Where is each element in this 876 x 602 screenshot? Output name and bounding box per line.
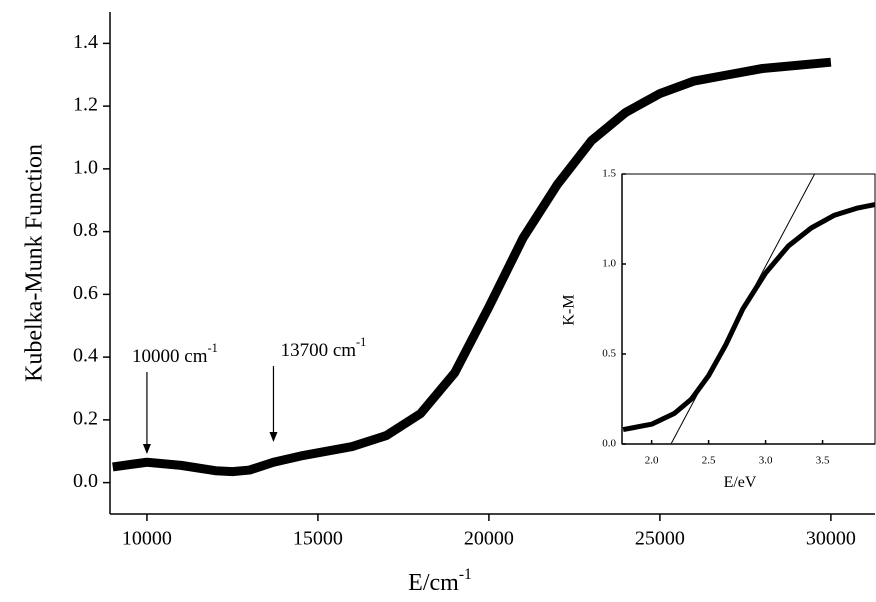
x-tick-label: 3.5	[816, 455, 830, 467]
x-tick-label: 30000	[806, 528, 856, 550]
inset-frame	[621, 173, 876, 445]
y-tick-label: 0.8	[73, 219, 98, 241]
y-tick-label: 1.4	[73, 31, 98, 53]
y-tick-label: 1.0	[602, 258, 616, 270]
x-axis-title: E/cm-1	[408, 566, 472, 596]
x-axis-title-base: E/eV	[724, 474, 757, 491]
y-tick-label: 0.4	[73, 345, 98, 367]
annotation-base: 13700 cm	[281, 340, 357, 361]
y-tick-label: 0.2	[73, 407, 98, 429]
annotation-sup: -1	[208, 341, 218, 355]
x-tick-label: 25000	[635, 528, 685, 550]
y-tick-label: 1.0	[73, 156, 98, 178]
annotation-sup: -1	[356, 335, 366, 349]
annotation: 10000 cm-1	[132, 341, 218, 368]
annotation-arrowhead	[269, 432, 278, 442]
annotation: 13700 cm-1	[281, 335, 367, 362]
y-tick-label: 0.0	[73, 470, 98, 492]
fit-line	[670, 173, 816, 445]
y-tick-label: 0.6	[73, 282, 98, 304]
x-tick-label: 20000	[464, 528, 514, 550]
x-axis-title-sup: -1	[459, 566, 472, 583]
y-axis-title: K-M	[561, 294, 578, 325]
annotation-base: 10000 cm	[132, 346, 208, 367]
x-tick-label: 2.5	[702, 455, 716, 467]
x-tick-label: 15000	[293, 528, 343, 550]
data-line	[112, 57, 832, 477]
y-tick-label: 0.0	[602, 438, 616, 450]
x-axis-title-base: E/cm	[408, 570, 459, 596]
x-axis-title: E/eV	[724, 474, 757, 491]
x-tick-label: 10000	[122, 528, 172, 550]
y-tick-label: 1.5	[602, 168, 616, 180]
y-tick-label: 1.2	[73, 94, 98, 116]
y-axis-title: Kubelka-Munk Function	[22, 144, 48, 382]
annotation-arrowhead	[142, 444, 151, 454]
y-tick-label: 0.5	[602, 348, 616, 360]
x-tick-label: 3.0	[759, 455, 773, 467]
x-tick-label: 2.0	[645, 455, 659, 467]
